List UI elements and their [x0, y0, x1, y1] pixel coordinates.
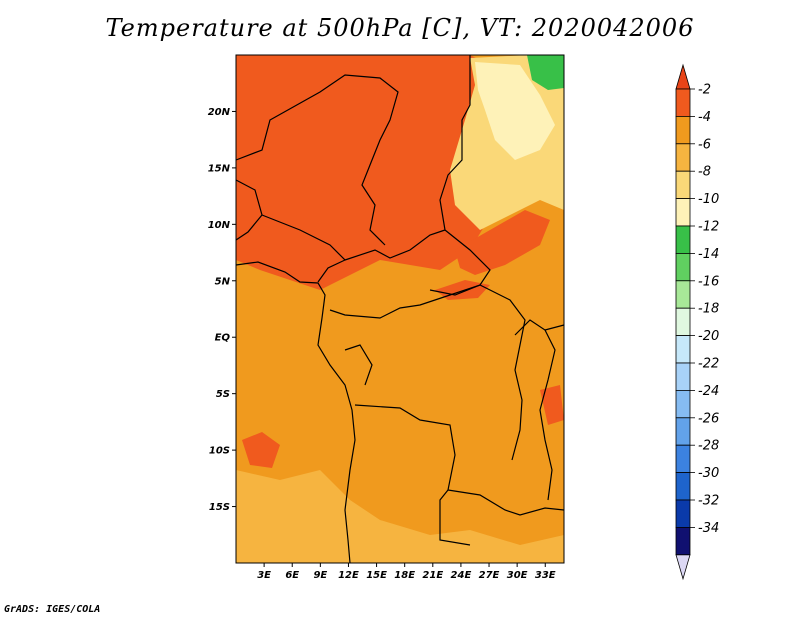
region-sahara-warm-patch [338, 70, 378, 140]
border-congo-1 [329, 284, 526, 461]
colorbar-swatch [675, 417, 691, 446]
colorbar-swatch [675, 280, 691, 309]
border-west-2 [261, 214, 347, 283]
colorbar-label: -2 [698, 83, 711, 98]
colorbar-swatch [675, 499, 691, 528]
colorbar: -2 -4 -6 -8 -10 -12 -14 -16 -18 -20 -22 -24 -26 -28 -3… [675, 63, 719, 581]
colorbar-swatch [675, 389, 691, 419]
colorbar-swatch [675, 143, 691, 172]
region-southern-cool-band [236, 470, 564, 563]
border-kenya [544, 324, 565, 331]
colorbar-swatch [675, 335, 691, 364]
country-borders [235, 55, 565, 564]
colorbar-label: -26 [698, 411, 719, 426]
colorbar-label: -30 [698, 466, 719, 481]
x-tick-label: 6E [285, 570, 299, 581]
x-tick-label: 21E [422, 570, 443, 581]
x-axis: 3E 6E 9E 12E 15E 18E 21E 24E 27E 30E 33E [257, 563, 556, 581]
colorbar-label: -32 [698, 494, 719, 509]
y-axis: 20N 15N 10N 5N EQ 5S 10S 15S [208, 107, 236, 513]
y-tick-label: 10S [209, 446, 230, 457]
colorbar-label: -34 [698, 521, 719, 536]
colorbar-label: -14 [698, 247, 719, 262]
colorbar-swatch [675, 307, 691, 337]
region-sahara-warm-patch-3 [300, 125, 335, 160]
y-tick-label: 5N [215, 276, 231, 287]
x-tick-label: 3E [257, 570, 271, 581]
y-tick-label: 20N [208, 107, 231, 118]
colorbar-label: -18 [698, 302, 719, 317]
colorbar-swatch [675, 88, 691, 117]
x-tick-label: 18E [394, 570, 415, 581]
colorbar-label: -6 [698, 137, 711, 152]
colorbar-swatch [675, 527, 691, 556]
region-northeast-green-patch [527, 55, 564, 90]
y-tick-label: 5S [216, 389, 230, 400]
colorbar-label: -24 [698, 384, 719, 399]
region-east-warm-patch [540, 385, 564, 425]
colorbar-label: -12 [698, 220, 719, 235]
colorbar-swatch [675, 472, 691, 501]
chart-title: Temperature at 500hPa [C], VT: 202004200… [105, 14, 695, 42]
x-tick-label: 12E [338, 570, 359, 581]
region-sahara-warm-patch-2 [380, 80, 418, 120]
colorbar-label: -20 [698, 329, 719, 344]
temperature-map [236, 55, 564, 563]
colorbar-swatch [675, 225, 691, 254]
x-tick-label: 33E [535, 570, 556, 581]
region-west-warm-patch [272, 185, 350, 225]
colorbar-swatch [675, 116, 691, 145]
border-east-lakes [514, 319, 556, 501]
region-central-warm-patch [370, 225, 420, 252]
colorbar-bottom-triangle [675, 554, 691, 581]
plot-frame [235, 54, 565, 564]
colorbar-label: -8 [698, 165, 711, 180]
colorbar-swatch [675, 170, 691, 199]
border-zambia [447, 489, 565, 516]
x-tick-label: 15E [366, 570, 387, 581]
region-northeast-cold-core [475, 62, 555, 160]
colorbar-swatch [675, 444, 691, 474]
y-tick-label: 10N [208, 220, 231, 231]
region-southwest-warm-patch [242, 432, 280, 468]
y-tick-label: 15S [209, 502, 230, 513]
border-angola [354, 404, 471, 546]
x-tick-label: 30E [507, 570, 528, 581]
colorbar-swatch [675, 198, 691, 227]
colorbar-label: -22 [698, 357, 719, 372]
grads-credit: GrADS: IGES/COLA [4, 604, 101, 615]
colorbar-label: -28 [698, 439, 719, 454]
colorbar-top-triangle [675, 63, 691, 90]
border-congo-2 [344, 344, 373, 386]
y-tick-label: EQ [215, 333, 231, 344]
colorbar-label: -10 [698, 192, 719, 207]
x-tick-label: 9E [313, 570, 327, 581]
y-tick-label: 15N [208, 163, 231, 174]
x-tick-label: 24E [451, 570, 472, 581]
colorbar-label: -16 [698, 274, 719, 289]
colorbar-swatch [675, 252, 691, 282]
colorbar-label: -4 [698, 110, 711, 125]
coastline-west [235, 261, 356, 564]
colorbar-swatch [675, 362, 691, 391]
border-north-2 [235, 74, 399, 246]
x-tick-label: 27E [479, 570, 500, 581]
border-central [344, 229, 446, 261]
